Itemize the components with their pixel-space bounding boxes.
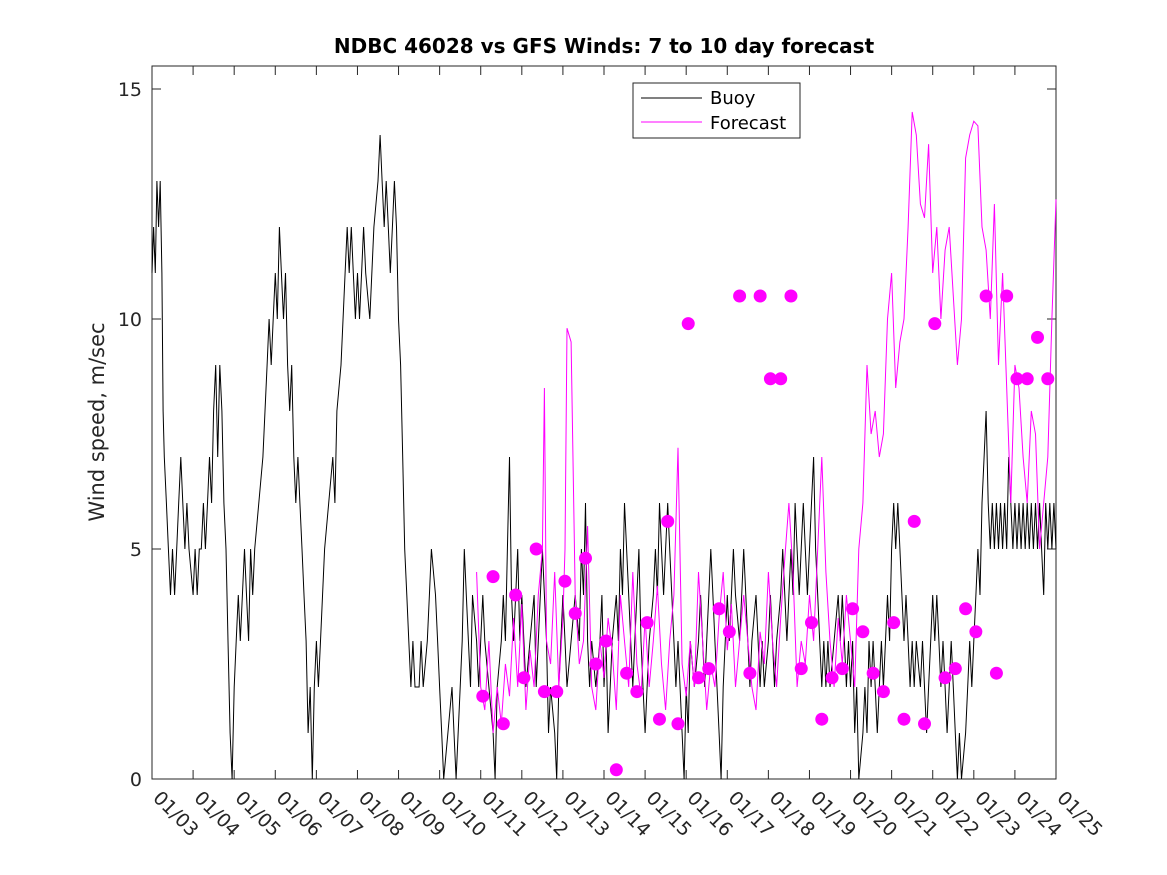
forecast-point bbox=[856, 625, 870, 639]
forecast-point bbox=[835, 662, 849, 676]
forecast-point bbox=[620, 666, 634, 680]
forecast-point bbox=[753, 289, 767, 303]
forecast-point bbox=[876, 685, 890, 699]
chart-title: NDBC 46028 vs GFS Winds: 7 to 10 day for… bbox=[334, 34, 875, 58]
y-tick-label: 5 bbox=[130, 539, 142, 561]
y-tick-label: 10 bbox=[118, 309, 142, 331]
forecast-point bbox=[743, 666, 757, 680]
forecast-point bbox=[774, 372, 788, 386]
forecast-point bbox=[722, 625, 736, 639]
forecast-point bbox=[712, 602, 726, 616]
forecast-point bbox=[496, 717, 510, 731]
forecast-point bbox=[969, 625, 983, 639]
forecast-point bbox=[1010, 372, 1024, 386]
forecast-point bbox=[794, 662, 808, 676]
y-axis-label: Wind speed, m/sec bbox=[85, 322, 109, 521]
forecast-point bbox=[733, 289, 747, 303]
forecast-point bbox=[661, 514, 675, 528]
forecast-point bbox=[907, 514, 921, 528]
forecast-point bbox=[1000, 289, 1014, 303]
forecast-point bbox=[979, 289, 993, 303]
forecast-point bbox=[599, 634, 613, 648]
forecast-point bbox=[589, 657, 603, 671]
forecast-point bbox=[1041, 372, 1055, 386]
forecast-point bbox=[1020, 372, 1034, 386]
forecast-point bbox=[568, 606, 582, 620]
forecast-point bbox=[989, 666, 1003, 680]
legend: Buoy Forecast bbox=[632, 82, 801, 139]
legend-box bbox=[632, 82, 801, 139]
forecast-point bbox=[550, 685, 564, 699]
forecast-point bbox=[529, 542, 543, 556]
forecast-point bbox=[1031, 330, 1045, 344]
forecast-point bbox=[763, 372, 777, 386]
forecast-point bbox=[948, 662, 962, 676]
forecast-point bbox=[846, 602, 860, 616]
series-line-buoy bbox=[151, 134, 1057, 780]
series-line-forecast bbox=[476, 111, 1057, 734]
forecast-point bbox=[897, 712, 911, 726]
forecast-point bbox=[517, 671, 531, 685]
forecast-point bbox=[476, 689, 490, 703]
forecast-point bbox=[579, 551, 593, 565]
forecast-point bbox=[652, 712, 666, 726]
forecast-point bbox=[784, 289, 798, 303]
forecast-point bbox=[959, 602, 973, 616]
forecast-point bbox=[671, 717, 685, 731]
forecast-point bbox=[928, 317, 942, 331]
forecast-point bbox=[805, 616, 819, 630]
forecast-point bbox=[692, 671, 706, 685]
forecast-point bbox=[887, 616, 901, 630]
forecast-point bbox=[558, 574, 572, 588]
series-layer bbox=[151, 111, 1057, 780]
plot-area bbox=[151, 65, 1057, 780]
forecast-point bbox=[681, 317, 695, 331]
forecast-point bbox=[509, 588, 523, 602]
forecast-markers bbox=[476, 289, 1055, 777]
legend-forecast-label: Forecast bbox=[710, 113, 786, 134]
forecast-point bbox=[702, 662, 716, 676]
forecast-point bbox=[938, 671, 952, 685]
forecast-point bbox=[815, 712, 829, 726]
forecast-point bbox=[825, 671, 839, 685]
forecast-point bbox=[609, 763, 623, 777]
y-tick-label: 15 bbox=[118, 79, 142, 101]
forecast-point bbox=[537, 685, 551, 699]
forecast-point bbox=[486, 570, 500, 584]
forecast-point bbox=[918, 717, 932, 731]
forecast-point bbox=[640, 616, 654, 630]
y-tick-label: 0 bbox=[130, 769, 142, 791]
forecast-point bbox=[630, 685, 644, 699]
forecast-point bbox=[866, 666, 880, 680]
legend-buoy-label: Buoy bbox=[710, 88, 756, 109]
